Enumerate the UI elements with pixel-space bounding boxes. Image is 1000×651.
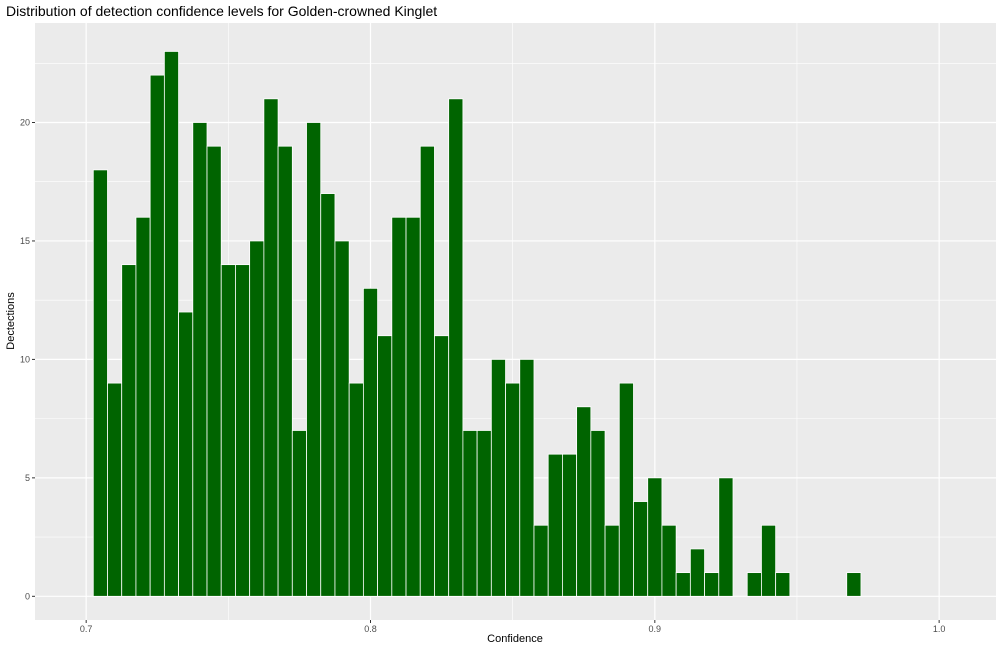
histogram-bar <box>92 169 108 597</box>
histogram-bar <box>476 430 492 597</box>
histogram-bar <box>519 359 535 597</box>
histogram-bar <box>163 51 179 597</box>
histogram-bars <box>92 51 862 597</box>
histogram-bar <box>718 477 734 597</box>
histogram-bar <box>206 145 222 597</box>
histogram-bar <box>547 453 563 597</box>
histogram-bar <box>647 477 663 597</box>
histogram-bar <box>775 572 791 597</box>
x-axis: 0.7 0.8 0.9 1.0 <box>80 620 945 634</box>
chart-title: Distribution of detection confidence lev… <box>6 3 438 19</box>
histogram-bar <box>448 98 464 597</box>
histogram-bar <box>178 311 194 597</box>
histogram-bar <box>846 572 862 597</box>
y-axis: 0 5 10 15 20 <box>20 118 35 601</box>
histogram-bar <box>533 524 549 597</box>
histogram-bar <box>121 264 137 597</box>
histogram-bar <box>249 240 265 597</box>
y-tick-label: 15 <box>20 236 30 246</box>
histogram-bar <box>391 216 407 597</box>
histogram-bar <box>704 572 720 597</box>
y-tick-label: 0 <box>25 591 30 601</box>
x-axis-title: Confidence <box>487 633 543 645</box>
histogram-bar <box>277 145 293 597</box>
y-tick-label: 5 <box>25 473 30 483</box>
y-tick-label: 20 <box>20 118 30 128</box>
histogram-bar <box>419 145 435 597</box>
y-tick-label: 10 <box>20 354 30 364</box>
histogram-bar <box>661 524 677 597</box>
histogram-bar <box>590 430 606 597</box>
histogram-bar <box>689 548 705 597</box>
histogram-bar <box>761 524 777 597</box>
histogram-bar <box>633 501 649 597</box>
histogram-bar <box>746 572 762 597</box>
x-tick-label: 0.9 <box>649 624 662 634</box>
histogram-bar <box>135 216 151 597</box>
histogram-bar <box>377 335 393 597</box>
histogram-bar <box>576 406 592 597</box>
histogram-bar <box>405 216 421 597</box>
x-tick-label: 0.8 <box>364 624 377 634</box>
histogram-bar <box>192 122 208 597</box>
histogram-bar <box>107 382 123 597</box>
x-tick-label: 1.0 <box>933 624 946 634</box>
histogram-bar <box>362 287 379 597</box>
histogram-bar <box>604 524 620 597</box>
histogram-bar <box>562 453 578 597</box>
histogram-bar <box>334 240 350 597</box>
histogram-bar <box>434 335 450 597</box>
histogram-bar <box>320 193 336 597</box>
histogram-bar <box>220 264 236 597</box>
histogram-bar <box>675 572 691 597</box>
histogram-bar <box>505 382 521 597</box>
histogram-bar <box>462 430 478 597</box>
histogram-bar <box>348 382 364 597</box>
y-axis-title: Dectections <box>5 292 17 350</box>
histogram-bar <box>618 382 634 597</box>
histogram-bar <box>291 430 307 597</box>
histogram-bar <box>235 264 251 597</box>
histogram-bar <box>490 359 506 597</box>
histogram-bar <box>263 98 279 597</box>
histogram-bar <box>306 122 322 597</box>
x-tick-label: 0.7 <box>80 624 93 634</box>
histogram-bar <box>149 74 165 597</box>
